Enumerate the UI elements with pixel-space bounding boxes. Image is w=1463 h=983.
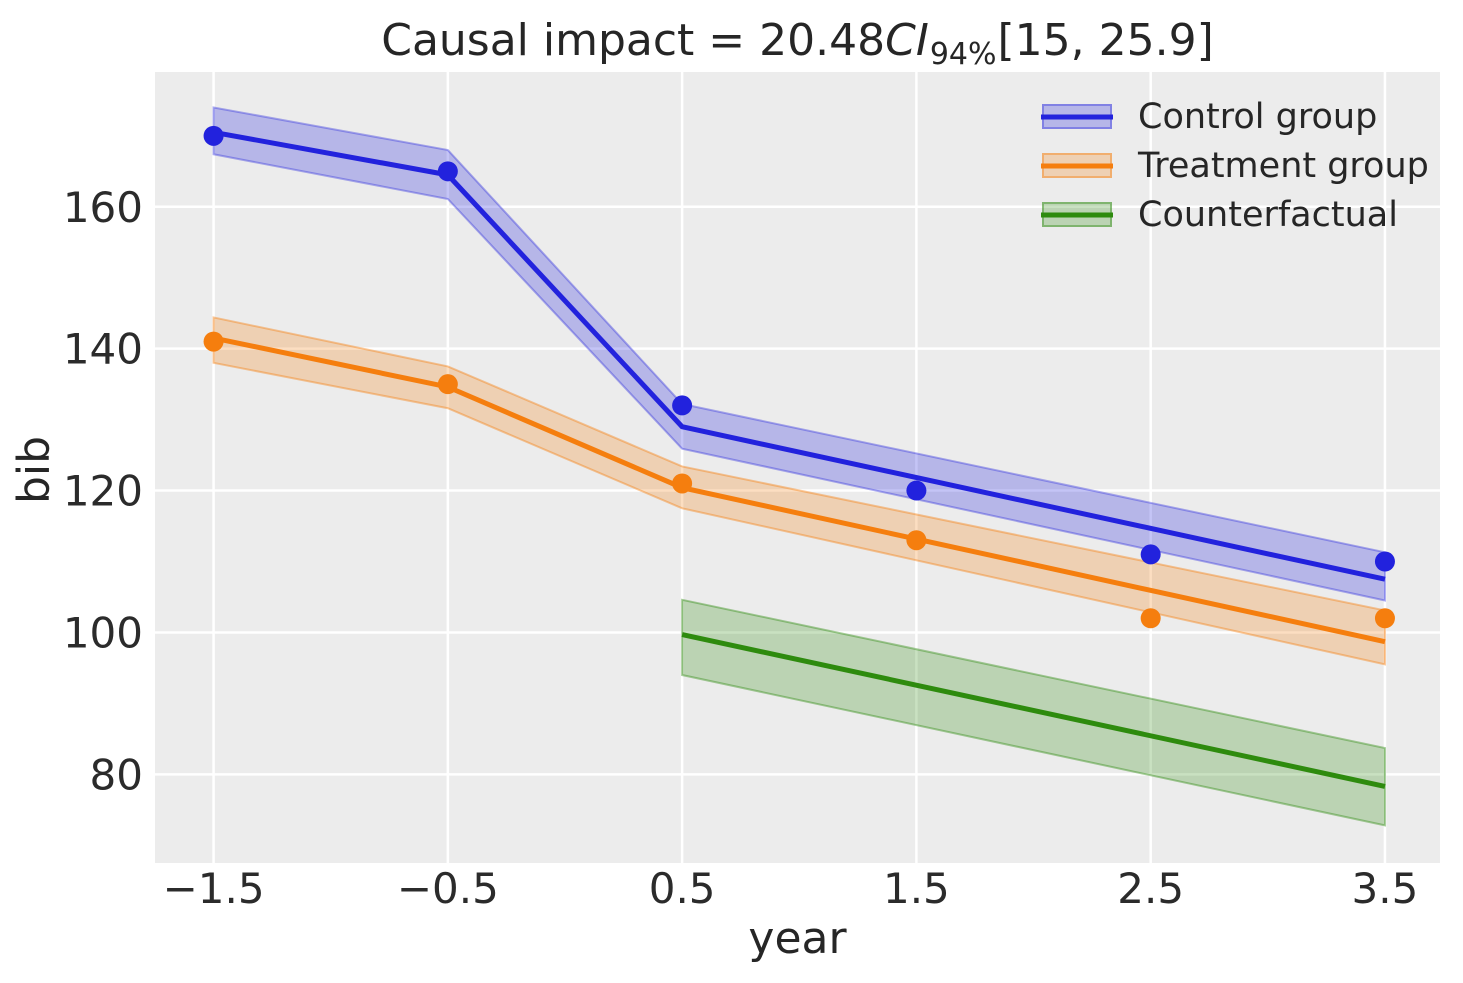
trend-line: [213, 129, 1386, 582]
legend-line-counterfactual: [1041, 212, 1113, 217]
scatter-point: [906, 480, 927, 501]
legend-item-treatment-group: Treatment group: [1041, 141, 1429, 190]
y-tick-label: 160: [63, 183, 143, 232]
scatter-point: [906, 530, 927, 551]
y-tick-label: 120: [63, 467, 143, 516]
scatter-point: [203, 125, 224, 146]
scatter-point: [672, 395, 693, 416]
scatter-point: [1140, 608, 1161, 629]
legend-label-control-group: Control group: [1138, 96, 1378, 137]
y-tick-label: 140: [63, 325, 143, 374]
title-suffix: [15, 25.9]: [997, 15, 1214, 66]
y-tick-label: 100: [63, 608, 143, 657]
trend-line: [213, 335, 1386, 645]
legend-item-control-group: Control group: [1041, 92, 1429, 141]
y-axis-label: bib: [8, 435, 60, 505]
title-ci-subscript: 94%: [929, 37, 997, 72]
scatter-point: [1374, 551, 1395, 572]
scatter-point: [437, 161, 458, 182]
x-tick-label: 2.5: [1117, 864, 1184, 913]
scatter-point: [672, 473, 693, 494]
plot-area: [155, 72, 1440, 863]
x-tick-label: 3.5: [1352, 864, 1419, 913]
legend-line-control-group: [1041, 114, 1113, 119]
scatter-point: [1140, 544, 1161, 565]
confidence-band: [212, 106, 1386, 602]
legend-label-counterfactual: Counterfactual: [1138, 194, 1398, 235]
scatter-point: [203, 331, 224, 352]
legend: Control group Treatment group Counterfac…: [1041, 92, 1429, 239]
x-tick-label: 0.5: [649, 864, 716, 913]
legend-item-counterfactual: Counterfactual: [1041, 190, 1429, 239]
chart-title: Causal impact = 20.48CI94%[15, 25.9]: [155, 15, 1440, 71]
trend-line: [681, 632, 1386, 789]
legend-label-treatment-group: Treatment group: [1138, 145, 1429, 186]
x-tick-label: −0.5: [397, 864, 499, 913]
legend-swatch-counterfactual: [1041, 202, 1113, 227]
x-tick-label: −1.5: [163, 864, 265, 913]
x-tick-label: 1.5: [883, 864, 950, 913]
title-prefix: Causal impact = 20.48: [381, 15, 886, 66]
x-axis-label: year: [748, 913, 847, 964]
scatter-point: [1374, 608, 1395, 629]
legend-line-treatment-group: [1041, 163, 1113, 168]
scatter-point: [437, 374, 458, 395]
y-tick-label: 80: [90, 750, 143, 799]
legend-swatch-control-group: [1041, 104, 1113, 129]
legend-swatch-treatment-group: [1041, 153, 1113, 178]
title-ci: CI: [885, 15, 929, 66]
